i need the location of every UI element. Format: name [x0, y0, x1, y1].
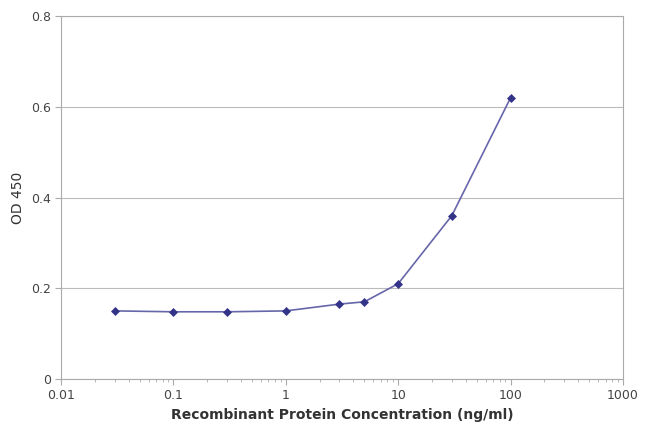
Y-axis label: OD 450: OD 450 [11, 171, 25, 223]
X-axis label: Recombinant Protein Concentration (ng/ml): Recombinant Protein Concentration (ng/ml… [171, 408, 514, 422]
